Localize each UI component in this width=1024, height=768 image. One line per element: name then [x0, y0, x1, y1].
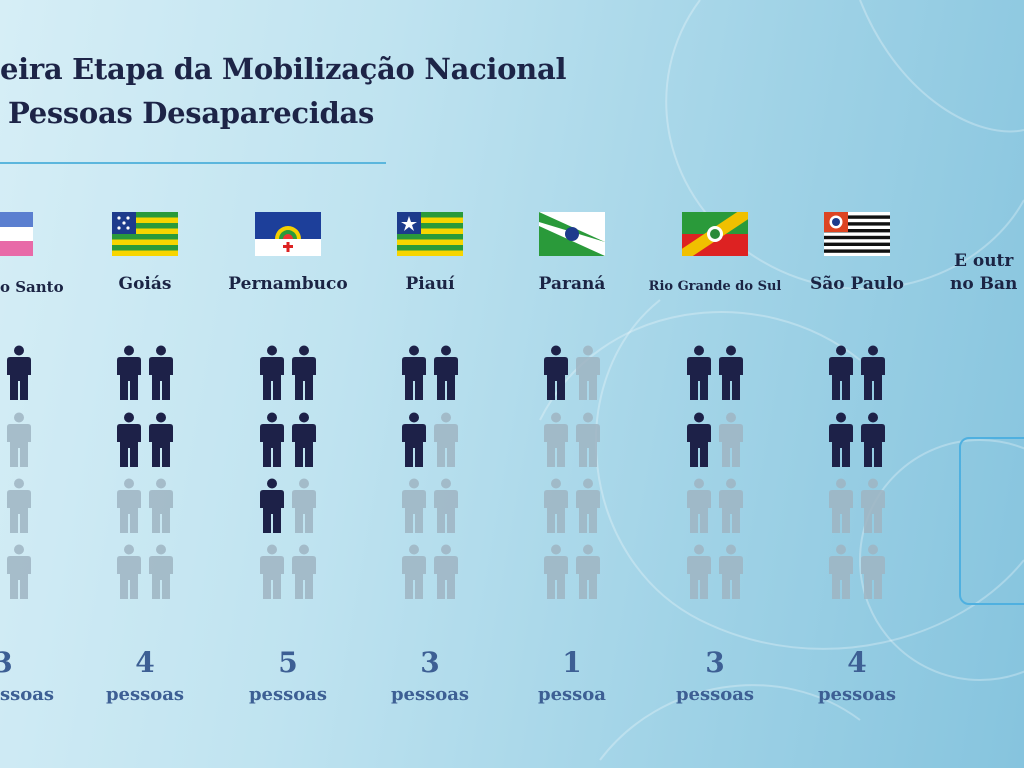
person-icon-empty	[544, 478, 568, 534]
person-icon-empty	[260, 544, 284, 600]
parana-flag-icon	[539, 212, 605, 256]
page-title-line1: eira Etapa da Mobilização Nacional	[0, 52, 567, 86]
goias-flag-icon	[112, 212, 178, 256]
person-icon-empty	[829, 544, 853, 600]
state-column: Piauí 3 pessoas	[355, 0, 505, 768]
espirito-santo-flag-icon	[0, 212, 33, 256]
person-icon-empty	[149, 478, 173, 534]
count-value: 4	[135, 646, 155, 679]
state-name: Rio Grande do Sul	[648, 279, 782, 294]
state-column: o Santo 3 ssoas	[0, 0, 78, 768]
person-icon-filled	[687, 412, 711, 468]
person-icon-empty	[149, 544, 173, 600]
person-icon-empty	[861, 478, 885, 534]
other-line1: E outr	[953, 251, 1014, 271]
person-icon-empty	[7, 544, 31, 600]
state-column: São Paulo 4 pessoas	[782, 0, 932, 768]
page-title-line2: Pessoas Desaparecidas	[8, 96, 374, 130]
state-name: Goiás	[118, 274, 172, 294]
person-icon-empty	[7, 478, 31, 534]
count-value: 4	[847, 646, 867, 679]
state-column: Paraná 1 pessoa	[497, 0, 647, 768]
person-icon-empty	[402, 478, 426, 534]
count-value: 5	[278, 646, 298, 679]
state-column: Pernambuco 5 pessoas	[213, 0, 363, 768]
person-icon-empty	[117, 478, 141, 534]
pernambuco-flag-icon	[255, 212, 321, 256]
person-icon-empty	[719, 412, 743, 468]
person-icon-empty	[829, 478, 853, 534]
person-icon-empty	[576, 345, 600, 401]
person-icon-filled	[861, 412, 885, 468]
count-unit: pessoas	[390, 684, 470, 705]
person-icon-filled	[260, 345, 284, 401]
count-unit: pessoas	[675, 684, 755, 705]
other-line2: no Ban	[950, 274, 1018, 294]
person-icon-empty	[434, 544, 458, 600]
person-icon-filled	[292, 345, 316, 401]
person-icon-empty	[544, 412, 568, 468]
sao-paulo-flag-icon	[824, 212, 890, 256]
person-icon-filled	[829, 345, 853, 401]
count-unit: pessoas	[248, 684, 328, 705]
person-icon-empty	[687, 478, 711, 534]
person-icon-filled	[544, 345, 568, 401]
person-icon-empty	[402, 544, 426, 600]
state-name: o Santo	[0, 278, 64, 296]
state-name: Pernambuco	[228, 274, 348, 294]
person-icon-empty	[576, 544, 600, 600]
state-column: Goiás 4 pessoas	[70, 0, 220, 768]
count-unit: pessoas	[105, 684, 185, 705]
person-icon-empty	[434, 412, 458, 468]
count-value: 3	[705, 646, 725, 679]
person-icon-empty	[292, 478, 316, 534]
count-value: 3	[0, 646, 13, 679]
person-icon-empty	[719, 544, 743, 600]
count-unit: ssoas	[0, 684, 55, 705]
person-icon-filled	[260, 412, 284, 468]
person-icon-empty	[576, 412, 600, 468]
person-icon-filled	[149, 412, 173, 468]
person-icon-empty	[861, 544, 885, 600]
person-icon-empty	[719, 478, 743, 534]
person-icon-filled	[829, 412, 853, 468]
person-icon-empty	[434, 478, 458, 534]
person-icon-empty	[576, 478, 600, 534]
count-value: 1	[562, 646, 582, 679]
other-states-label: E outr no Ban	[950, 250, 1017, 296]
count-unit: pessoa	[538, 684, 606, 705]
person-icon-filled	[149, 345, 173, 401]
person-icon-filled	[117, 412, 141, 468]
title-divider	[0, 162, 386, 164]
person-icon-filled	[687, 345, 711, 401]
person-icon-filled	[402, 345, 426, 401]
person-icon-filled	[434, 345, 458, 401]
person-icon-empty	[544, 544, 568, 600]
state-name: Paraná	[538, 274, 606, 294]
person-icon-filled	[861, 345, 885, 401]
person-icon-empty	[292, 544, 316, 600]
person-icon-filled	[292, 412, 316, 468]
person-icon-empty	[117, 544, 141, 600]
rio-grande-do-sul-flag-icon	[682, 212, 748, 256]
person-icon-filled	[117, 345, 141, 401]
person-icon-filled	[402, 412, 426, 468]
state-name: Piauí	[405, 274, 455, 294]
state-column: Rio Grande do Sul 3 pessoas	[640, 0, 790, 768]
person-icon-empty	[687, 544, 711, 600]
count-unit: pessoas	[817, 684, 897, 705]
person-icon-filled	[260, 478, 284, 534]
count-value: 3	[420, 646, 440, 679]
other-states-box	[959, 437, 1024, 605]
person-icon-empty	[7, 412, 31, 468]
piaui-flag-icon	[397, 212, 463, 256]
person-icon-filled	[719, 345, 743, 401]
state-name: São Paulo	[809, 274, 905, 294]
person-icon-filled	[7, 345, 31, 401]
